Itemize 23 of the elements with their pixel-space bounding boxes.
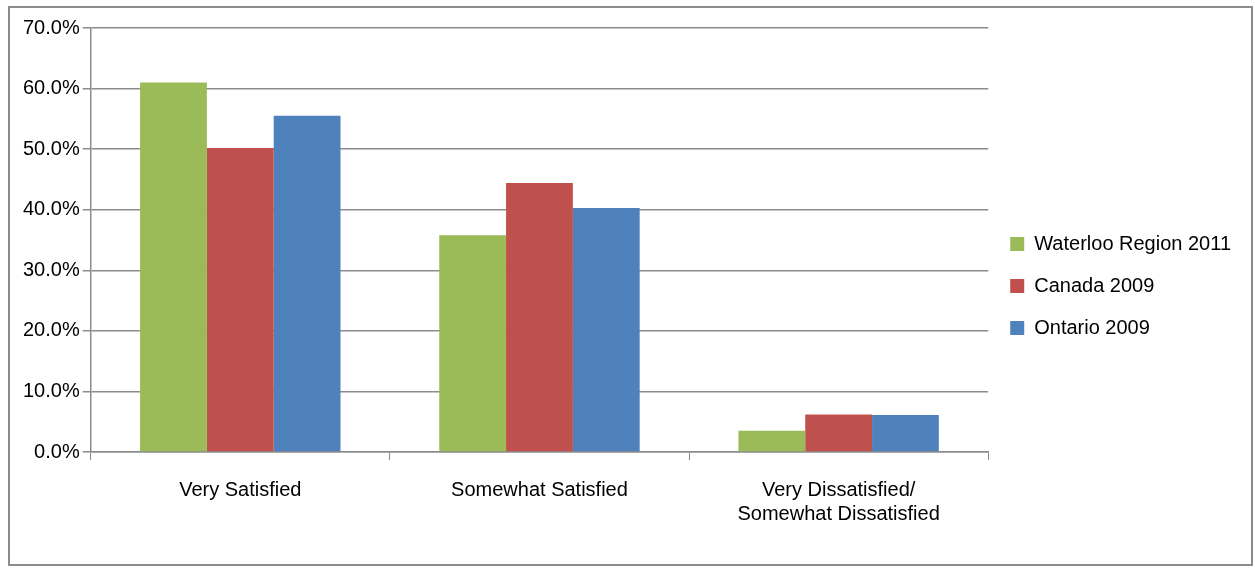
bar [805,414,873,452]
x-tick-label: Very Satisfied [179,477,302,500]
y-tick-label: 0.0% [34,439,80,462]
bar [572,207,640,452]
x-tick-label: Somewhat Satisfied [451,477,628,500]
bar [140,82,207,452]
bar [506,183,573,452]
legend-label: Ontario 2009 [1034,315,1150,338]
y-tick-label: 30.0% [22,257,80,280]
y-tick-label: 60.0% [22,76,80,99]
y-tick-label: 50.0% [22,136,80,159]
bar [738,430,806,452]
bar [273,115,341,452]
bar [872,415,939,452]
bar [439,235,507,452]
bar [206,147,274,452]
y-tick-label: 40.0% [22,197,80,220]
y-tick-label: 10.0% [22,378,80,401]
x-tick-label: Very Dissatisfied/ Somewhat Dissatisfied [737,477,940,524]
legend-label: Canada 2009 [1034,273,1155,296]
y-tick-label: 20.0% [22,318,80,341]
legend-label: Waterloo Region 2011 [1034,231,1232,254]
y-tick-label: 70.0% [22,15,80,38]
